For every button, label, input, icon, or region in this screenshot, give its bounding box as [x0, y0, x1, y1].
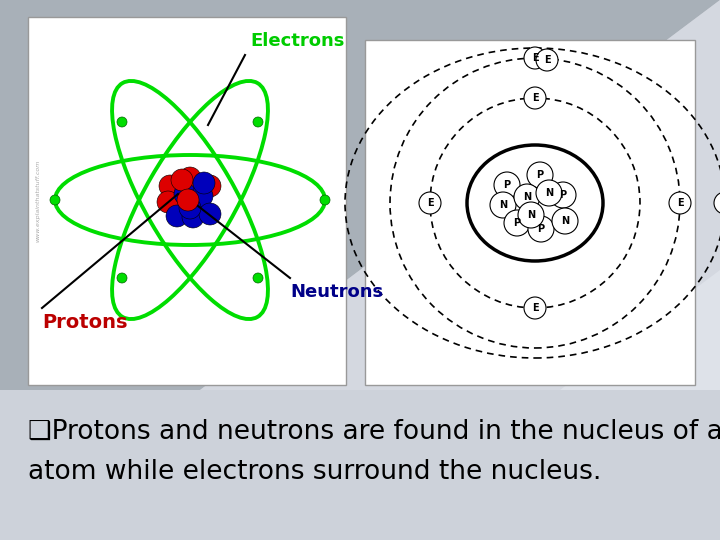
Text: E: E: [531, 93, 539, 103]
Circle shape: [166, 205, 188, 227]
Circle shape: [157, 191, 179, 213]
Text: N: N: [499, 200, 507, 210]
Circle shape: [191, 185, 213, 207]
Circle shape: [177, 189, 199, 211]
Circle shape: [179, 197, 201, 219]
Text: P: P: [503, 180, 510, 190]
Circle shape: [419, 192, 441, 214]
FancyBboxPatch shape: [0, 390, 720, 540]
Polygon shape: [360, 270, 720, 540]
Circle shape: [199, 203, 221, 225]
Circle shape: [550, 182, 576, 208]
Circle shape: [167, 195, 189, 217]
Circle shape: [524, 297, 546, 319]
Circle shape: [524, 47, 546, 69]
Circle shape: [536, 180, 562, 206]
Circle shape: [50, 195, 60, 205]
Circle shape: [171, 169, 193, 191]
Circle shape: [714, 192, 720, 214]
Text: N: N: [523, 192, 531, 202]
Text: ❑Protons and neutrons are found in the nucleus of an: ❑Protons and neutrons are found in the n…: [28, 419, 720, 445]
Circle shape: [536, 49, 558, 71]
Circle shape: [182, 206, 204, 228]
Text: P: P: [513, 218, 521, 228]
Text: E: E: [531, 303, 539, 313]
Text: Neutrons: Neutrons: [290, 283, 383, 301]
Circle shape: [253, 273, 263, 283]
Text: www.explainthatstuff.com: www.explainthatstuff.com: [35, 160, 40, 242]
Circle shape: [527, 162, 553, 188]
Circle shape: [552, 208, 578, 234]
Circle shape: [179, 167, 201, 189]
Text: P: P: [536, 170, 544, 180]
Text: atom while electrons surround the nucleus.: atom while electrons surround the nucleu…: [28, 459, 601, 485]
FancyBboxPatch shape: [28, 17, 346, 385]
Circle shape: [514, 184, 540, 210]
Text: N: N: [545, 188, 553, 198]
Text: N: N: [527, 210, 535, 220]
Circle shape: [159, 175, 181, 197]
Circle shape: [490, 192, 516, 218]
Circle shape: [174, 183, 196, 205]
Circle shape: [199, 175, 221, 197]
Text: P: P: [559, 190, 567, 200]
Circle shape: [117, 117, 127, 127]
Text: Protons: Protons: [42, 313, 127, 332]
Text: E: E: [677, 198, 683, 208]
Text: E: E: [427, 198, 433, 208]
Circle shape: [253, 117, 263, 127]
Text: E: E: [544, 55, 550, 65]
Circle shape: [528, 216, 554, 242]
Text: E: E: [531, 53, 539, 63]
Circle shape: [669, 192, 691, 214]
FancyBboxPatch shape: [365, 40, 695, 385]
Circle shape: [193, 172, 215, 194]
Circle shape: [504, 210, 530, 236]
Circle shape: [187, 195, 209, 217]
Circle shape: [320, 195, 330, 205]
Text: Electrons: Electrons: [250, 32, 344, 50]
Circle shape: [117, 273, 127, 283]
Circle shape: [524, 87, 546, 109]
Text: N: N: [561, 216, 569, 226]
Circle shape: [494, 172, 520, 198]
Circle shape: [518, 202, 544, 228]
Text: P: P: [537, 224, 544, 234]
